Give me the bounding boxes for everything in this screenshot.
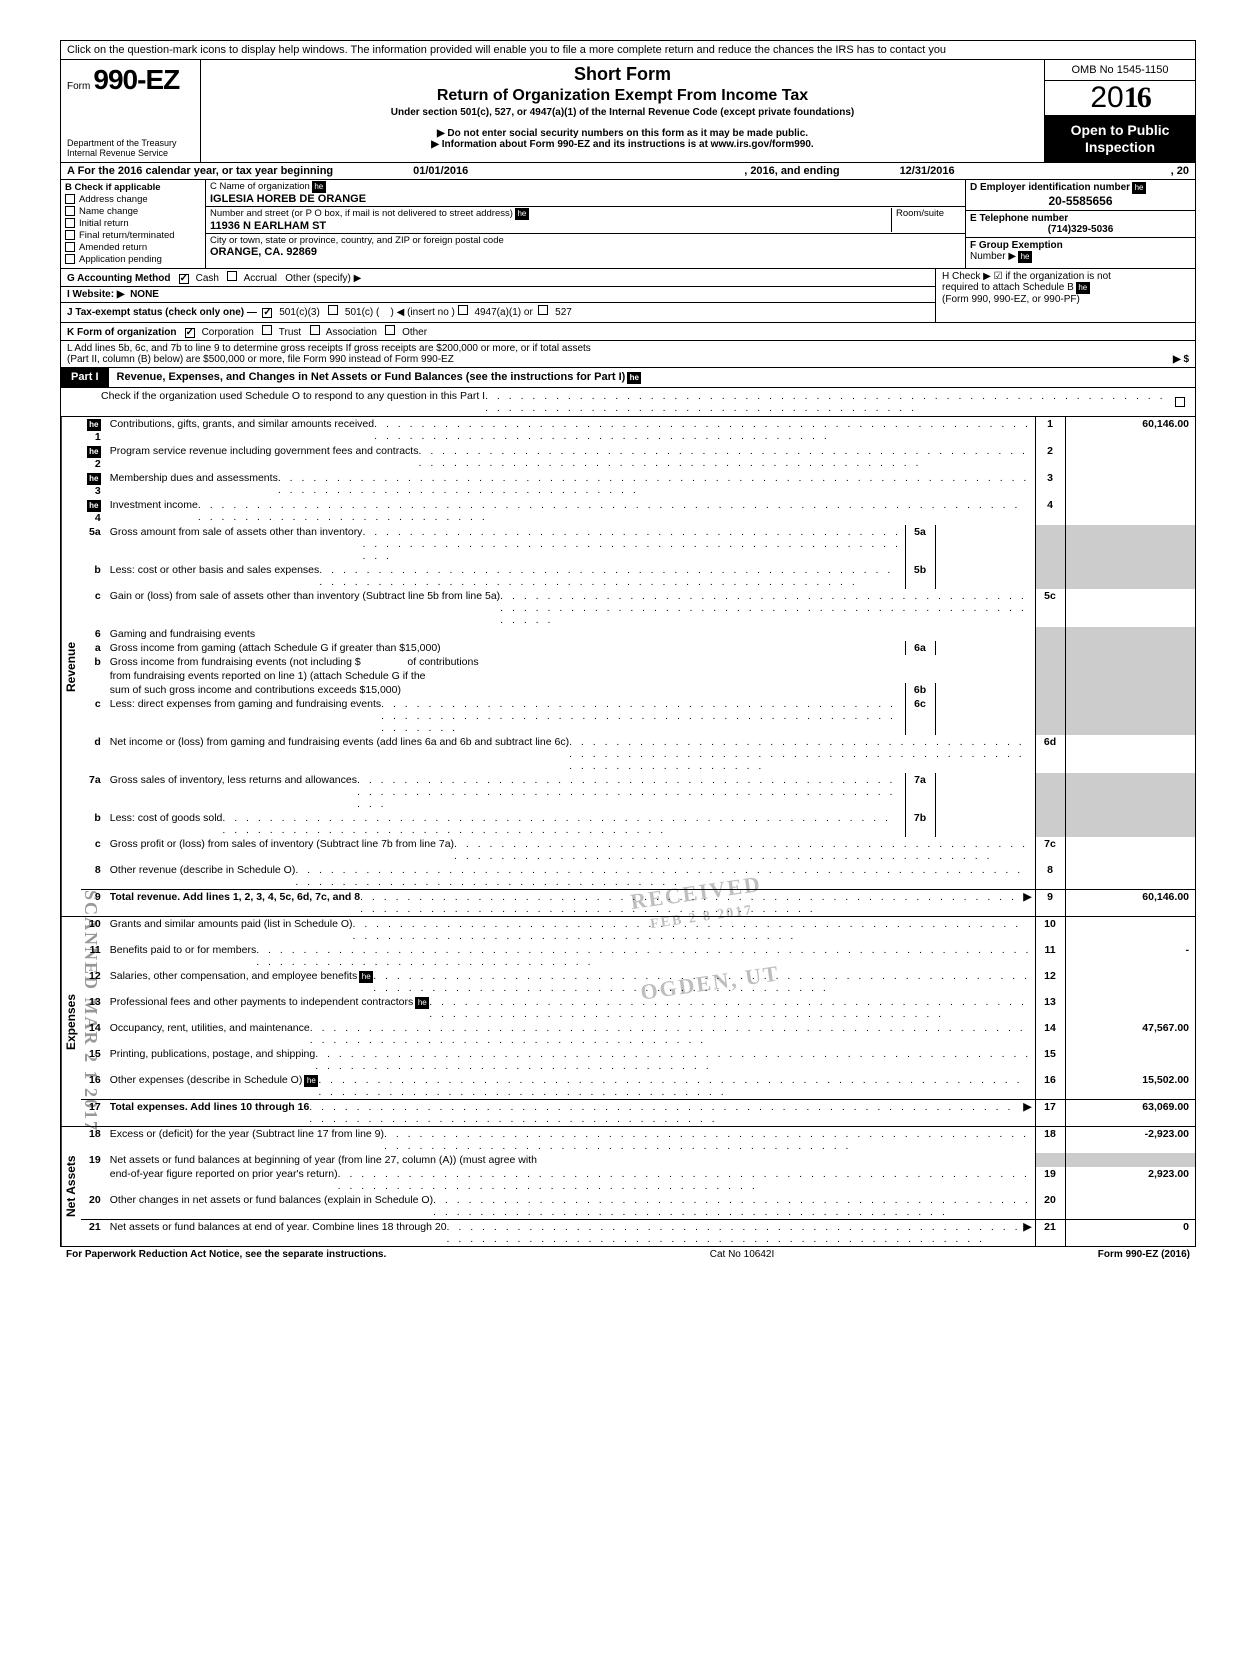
line-16-value: 15,502.00 xyxy=(1065,1073,1195,1100)
form-id-block: Form 990-EZ Department of the Treasury I… xyxy=(61,60,201,162)
check-accrual[interactable] xyxy=(227,271,237,281)
check-association[interactable] xyxy=(310,325,320,335)
tax-year: 2016 xyxy=(1045,81,1195,116)
cat-number: Cat No 10642I xyxy=(386,1249,1097,1260)
h-check-line1: H Check ▶ ☑ if the organization is not xyxy=(942,271,1189,282)
help-icon[interactable]: he xyxy=(515,208,529,220)
check-other-org[interactable] xyxy=(385,325,395,335)
check-corporation[interactable] xyxy=(185,328,195,338)
form-title-block: Short Form Return of Organization Exempt… xyxy=(201,60,1045,162)
help-icon[interactable]: he xyxy=(359,971,373,983)
help-icon[interactable]: he xyxy=(304,1075,318,1087)
line-9-value: 60,146.00 xyxy=(1065,889,1195,916)
help-icon[interactable]: he xyxy=(87,419,101,431)
check-app-pending[interactable] xyxy=(65,254,75,264)
help-icon[interactable]: he xyxy=(627,372,641,384)
part-1-title: Revenue, Expenses, and Changes in Net As… xyxy=(109,368,1195,387)
check-amended[interactable] xyxy=(65,242,75,252)
row-a-tax-year: A For the 2016 calendar year, or tax yea… xyxy=(61,162,1195,179)
website-value: NONE xyxy=(130,289,159,300)
dept-irs: Internal Revenue Service xyxy=(67,148,194,158)
help-note: Click on the question-mark icons to disp… xyxy=(60,40,1196,59)
part-1-label: Part I xyxy=(61,368,109,387)
omb-number: OMB No 1545-1150 xyxy=(1045,60,1195,81)
col-b-checks: B Check if applicable Address change Nam… xyxy=(61,180,206,268)
expenses-label: Expenses xyxy=(61,917,81,1126)
check-4947[interactable] xyxy=(458,305,468,315)
street-address: 11936 N EARLHAM ST xyxy=(210,220,891,232)
help-icon[interactable]: he xyxy=(415,997,429,1009)
check-final-return[interactable] xyxy=(65,230,75,240)
check-cash[interactable] xyxy=(179,274,189,284)
scanned-stamp: SCANNED MAR 2 1 2017 xyxy=(80,890,101,1132)
help-icon[interactable]: he xyxy=(312,181,326,193)
line-17-value: 63,069.00 xyxy=(1065,1099,1195,1126)
help-icon[interactable]: he xyxy=(1076,282,1090,294)
help-icon[interactable]: he xyxy=(1018,251,1032,263)
under-section: Under section 501(c), 527, or 4947(a)(1)… xyxy=(211,107,1034,118)
check-501c[interactable] xyxy=(328,305,338,315)
org-name: IGLESIA HOREB DE ORANGE xyxy=(210,193,961,205)
info-link: ▶ Information about Form 990-EZ and its … xyxy=(211,139,1034,150)
line-19-value: 2,923.00 xyxy=(1065,1167,1195,1193)
check-trust[interactable] xyxy=(262,325,272,335)
revenue-label: Revenue xyxy=(61,417,81,916)
line-21-value: 0 xyxy=(1065,1219,1195,1246)
check-initial-return[interactable] xyxy=(65,218,75,228)
line-14-value: 47,567.00 xyxy=(1065,1021,1195,1047)
check-name-change[interactable] xyxy=(65,206,75,216)
check-schedule-o[interactable] xyxy=(1175,397,1185,407)
city-state-zip: ORANGE, CA. 92869 xyxy=(210,246,961,258)
form-number: 990-EZ xyxy=(93,64,179,95)
help-icon[interactable]: he xyxy=(1132,182,1146,194)
line-18-value: -2,923.00 xyxy=(1065,1127,1195,1153)
net-assets-label: Net Assets xyxy=(61,1127,81,1246)
no-ssn-warning: ▶ Do not enter social security numbers o… xyxy=(211,128,1034,139)
dept-treasury: Department of the Treasury xyxy=(67,138,194,148)
help-icon[interactable]: he xyxy=(87,500,101,512)
help-icon[interactable]: he xyxy=(87,446,101,458)
paperwork-notice: For Paperwork Reduction Act Notice, see … xyxy=(66,1249,386,1260)
form-prefix: Form xyxy=(67,81,90,92)
header-right-block: OMB No 1545-1150 2016 Open to Public Ins… xyxy=(1045,60,1195,162)
return-title: Return of Organization Exempt From Incom… xyxy=(211,87,1034,105)
short-form-label: Short Form xyxy=(211,64,1034,85)
phone-value: (714)329-5036 xyxy=(970,224,1191,235)
line-1-value: 60,146.00 xyxy=(1065,417,1195,444)
help-icon[interactable]: he xyxy=(87,473,101,485)
check-527[interactable] xyxy=(538,305,548,315)
check-address-change[interactable] xyxy=(65,194,75,204)
ein-value: 20-5585656 xyxy=(970,194,1191,208)
open-public-badge: Open to Public Inspection xyxy=(1045,116,1195,162)
form-footer: Form 990-EZ (2016) xyxy=(1098,1249,1190,1260)
check-501c3[interactable] xyxy=(262,308,272,318)
